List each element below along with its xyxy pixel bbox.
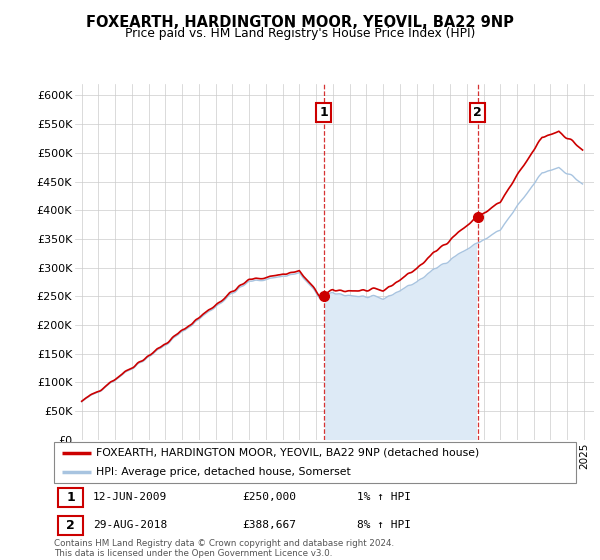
Text: HPI: Average price, detached house, Somerset: HPI: Average price, detached house, Some… xyxy=(96,467,350,477)
Text: FOXEARTH, HARDINGTON MOOR, YEOVIL, BA22 9NP: FOXEARTH, HARDINGTON MOOR, YEOVIL, BA22 … xyxy=(86,15,514,30)
Text: FOXEARTH, HARDINGTON MOOR, YEOVIL, BA22 9NP (detached house): FOXEARTH, HARDINGTON MOOR, YEOVIL, BA22 … xyxy=(96,448,479,458)
Text: Contains HM Land Registry data © Crown copyright and database right 2024.
This d: Contains HM Land Registry data © Crown c… xyxy=(54,539,394,558)
Bar xyxy=(58,488,83,507)
Text: 12-JUN-2009: 12-JUN-2009 xyxy=(93,492,167,502)
Text: 1% ↑ HPI: 1% ↑ HPI xyxy=(357,492,411,502)
Text: £250,000: £250,000 xyxy=(242,492,296,502)
Text: 1: 1 xyxy=(319,106,328,119)
Text: 2: 2 xyxy=(67,519,75,532)
Text: 29-AUG-2018: 29-AUG-2018 xyxy=(93,520,167,530)
Text: 2: 2 xyxy=(473,106,482,119)
Text: 1: 1 xyxy=(67,491,75,503)
Text: Price paid vs. HM Land Registry's House Price Index (HPI): Price paid vs. HM Land Registry's House … xyxy=(125,27,475,40)
Text: £388,667: £388,667 xyxy=(242,520,296,530)
Text: 8% ↑ HPI: 8% ↑ HPI xyxy=(357,520,411,530)
Bar xyxy=(58,516,83,535)
